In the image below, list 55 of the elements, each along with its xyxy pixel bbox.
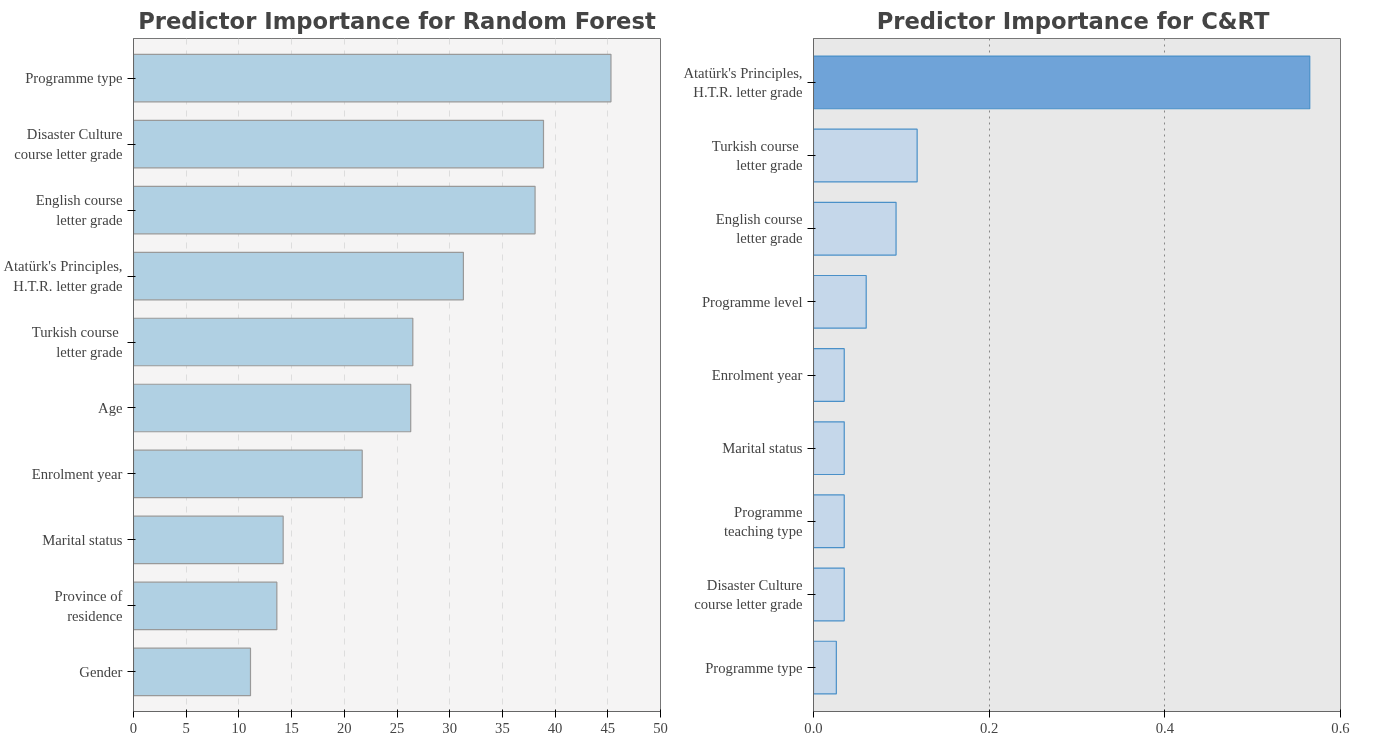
bar — [133, 581, 278, 631]
x-tick-label: 0.2 — [980, 719, 999, 736]
bar — [813, 494, 845, 549]
x-tick-label: 5 — [182, 719, 190, 736]
bar — [133, 449, 363, 499]
bar — [813, 201, 897, 256]
y-tick-label: Marital status — [722, 440, 803, 457]
bar — [813, 55, 1311, 110]
bar — [133, 119, 545, 169]
y-tick-label: English course letter grade — [35, 192, 123, 228]
bar — [133, 383, 412, 433]
x-tick-label: 45 — [600, 719, 616, 736]
x-tick-label: 20 — [336, 719, 352, 736]
y-tick-label: Atatürk's Principles, H.T.R. letter grade — [3, 258, 123, 294]
x-tick-label: 10 — [231, 719, 247, 736]
y-tick-label: Programme teaching type — [723, 503, 803, 539]
bar — [133, 515, 284, 565]
bar — [133, 53, 612, 103]
y-tick-label: Enrolment year — [31, 465, 123, 482]
y-tick-label: Gender — [79, 663, 123, 680]
chart-title: Predictor Importance for Random Forest — [138, 7, 656, 34]
bar — [133, 647, 252, 697]
y-tick-label: Programme level — [701, 293, 803, 310]
y-tick-label: Programme type — [25, 70, 123, 87]
y-tick-label: Atatürk's Principles, H.T.R. letter grade — [683, 64, 803, 100]
bar — [133, 317, 414, 367]
y-tick-label: Programme type — [705, 659, 803, 676]
y-tick-label: Turkish course letter grade — [31, 324, 123, 360]
x-tick-label: 40 — [547, 719, 563, 736]
bar — [813, 421, 845, 476]
y-tick-label: Disaster Culture course letter grade — [694, 576, 803, 613]
bar — [813, 348, 845, 402]
y-tick-label: Enrolment year — [711, 367, 803, 383]
bar — [813, 274, 867, 329]
y-tick-label: Age — [98, 399, 123, 416]
bar — [813, 567, 845, 622]
y-tick-label: English course letter grade — [715, 211, 803, 247]
x-tick-label: 0.6 — [1331, 719, 1350, 736]
y-tick-label: Province of residence — [54, 588, 123, 624]
x-tick-label: 0.4 — [1155, 719, 1175, 736]
x-tick-label: 50 — [653, 719, 668, 736]
bar — [813, 128, 918, 183]
x-tick-label: 25 — [389, 719, 405, 736]
x-tick-label: 15 — [284, 719, 299, 736]
y-tick-label: Turkish course letter grade — [711, 137, 803, 174]
bar — [133, 185, 536, 235]
x-tick-label: 30 — [442, 719, 458, 736]
x-tick-label: 35 — [495, 719, 510, 736]
y-tick-label: Disaster Culture course letter grade — [14, 126, 123, 162]
chart-title: Predictor Importance for C&RT — [876, 7, 1270, 34]
bar — [133, 251, 464, 301]
bar — [813, 640, 837, 695]
y-tick-label: Marital status — [42, 531, 123, 548]
x-tick-label: 0 — [129, 719, 138, 736]
x-tick-label: 0.0 — [804, 719, 823, 736]
